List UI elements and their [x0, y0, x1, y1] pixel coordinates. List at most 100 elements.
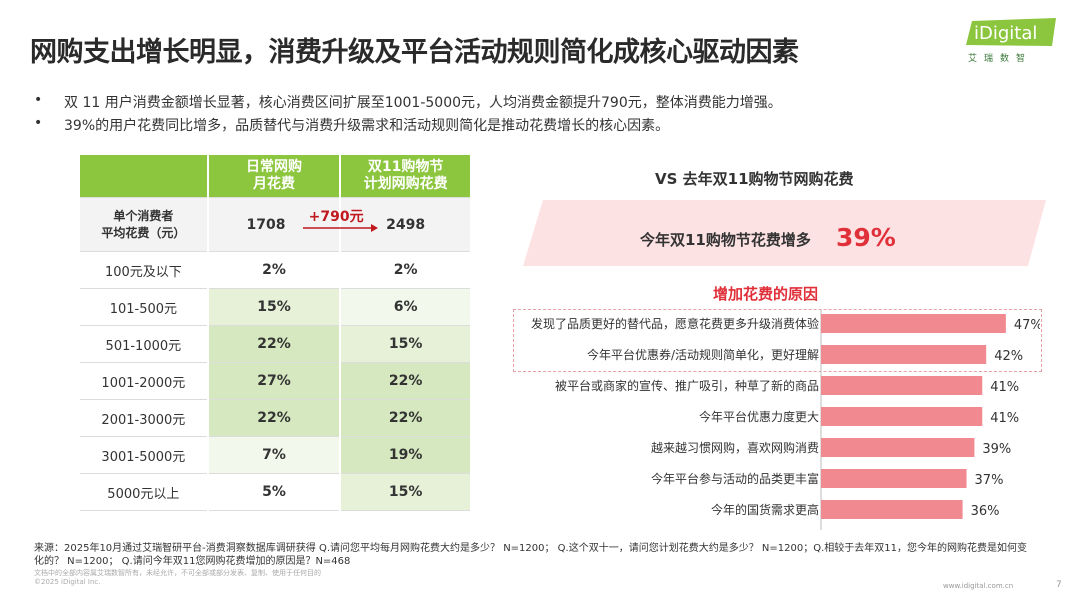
monthly-share: 22%: [208, 399, 340, 437]
table-row: 1001-2000元 27% 22%: [80, 362, 470, 400]
col-gap: [206, 436, 209, 474]
monthly-share: 22%: [208, 325, 340, 363]
double11-share: 22%: [341, 399, 470, 437]
copyright-text: ©2025 iDigital Inc.: [34, 578, 101, 586]
monthly-share: 15%: [208, 288, 340, 326]
col-gap: [339, 288, 342, 326]
header-monthly: 日常网购 月花费: [208, 155, 340, 198]
header-double11: 双11购物节 计划网购花费: [341, 155, 470, 198]
col-gap: [206, 251, 209, 289]
value-label: 41%: [990, 380, 1019, 395]
bar: [821, 469, 967, 488]
value-label: 37%: [975, 473, 1004, 488]
table-row: 2001-3000元 22% 22%: [80, 399, 470, 437]
table-row: 501-1000元 22% 15%: [80, 325, 470, 363]
reason-bar-chart: 发现了品质更好的替代品，愿意花费更多升级消费体验 47% 今年平台优惠券/活动规则简…: [531, 310, 1040, 530]
spending-table: 日常网购 月花费 双11购物节 计划网购花费 单个消费者 平均花费（元） 170…: [80, 155, 470, 511]
range-label: 501-1000元: [80, 325, 207, 363]
vs-title: VS 去年双11购物节网购花费: [655, 170, 854, 188]
double11-share: 15%: [341, 325, 470, 363]
bullet-text: 双 11 用户消费金额增长显著，核心消费区间扩展至1001-5000元，人均消费…: [64, 95, 782, 111]
table-row: 5000元以上 5% 15%: [80, 473, 470, 511]
value-label: 41%: [990, 411, 1019, 426]
header-monthly-line2: 月花费: [253, 176, 295, 192]
table-row: 101-500元 15% 6%: [80, 288, 470, 326]
monthly-share: 5%: [208, 473, 340, 511]
range-label: 3001-5000元: [80, 436, 207, 474]
bar: [821, 345, 987, 364]
bullet-text: 39%的用户花费同比增多，品质替代与消费升级需求和活动规则简化是推动花费增长的核…: [64, 118, 670, 134]
bullet-dot: •: [34, 115, 43, 131]
banner-shape: [523, 200, 1046, 266]
logo-badge-icon: iDigital: [966, 18, 1056, 46]
col-gap: [206, 362, 209, 400]
copyright-block: 文档中的全部内容属艾瑞数智所有，未经允许，不可全部或部分发表、复制、使用于任何目…: [34, 569, 321, 587]
delta-annotation: +790元: [301, 206, 381, 236]
svg-text:iDigital: iDigital: [974, 23, 1037, 44]
col-gap: [339, 362, 342, 400]
table-row: 100元及以下 2% 2%: [80, 251, 470, 289]
bar: [821, 376, 983, 395]
col-gap: [206, 399, 209, 437]
bar: [821, 438, 975, 457]
category-label: 被平台或商家的宣传、推广吸引，种草了新的商品: [555, 378, 819, 393]
avg-spend-row: 单个消费者 平均花费（元） 1708 +790元 2498: [80, 197, 470, 252]
monthly-share: 27%: [208, 362, 340, 400]
range-label: 2001-3000元: [80, 399, 207, 437]
col-gap: [339, 436, 342, 474]
category-label: 今年的国货需求更高: [711, 502, 819, 517]
logo-subtitle: 艾瑞数智: [968, 54, 1033, 64]
header-monthly-line1: 日常网购: [246, 159, 302, 175]
table-row: 3001-5000元 7% 19%: [80, 436, 470, 474]
banner-text: 今年双11购物节花费增多: [640, 231, 811, 249]
banner-percent: 39%: [836, 223, 896, 252]
reason-title: 增加花费的原因: [713, 285, 819, 303]
range-label: 1001-2000元: [80, 362, 207, 400]
header-double11-line2: 计划网购花费: [363, 176, 448, 192]
double11-share: 2%: [341, 251, 470, 289]
page-number: 7: [1056, 580, 1062, 590]
double11-share: 6%: [341, 288, 470, 326]
delta-arrow-icon: [302, 224, 378, 232]
monthly-share: 7%: [208, 436, 340, 474]
double11-share: 15%: [341, 473, 470, 511]
header-double11-line1: 双11购物节: [367, 159, 444, 175]
monthly-share: 2%: [208, 251, 340, 289]
range-label: 101-500元: [80, 288, 207, 326]
double11-share: 19%: [341, 436, 470, 474]
avg-double11-value: 2498: [341, 197, 470, 252]
col-gap: [339, 473, 342, 511]
avg-monthly-number: 1708: [246, 216, 286, 233]
avg-double11-number: 2498: [386, 216, 426, 233]
highlight-box: [513, 309, 1042, 372]
value-label: 42%: [994, 349, 1023, 364]
value-label: 39%: [982, 442, 1011, 457]
value-label: 47%: [1014, 318, 1040, 333]
source-note: 来源：2025年10月通过艾瑞智研平台-消费洞察数据库调研获得 Q.请问您平均每…: [34, 543, 1027, 567]
copyright-notice: 文档中的全部内容属艾瑞数智所有，未经允许，不可全部或部分发表、复制、使用于任何目…: [34, 569, 321, 577]
category-label: 今年平台优惠券/活动规则简单化，更好理解: [587, 347, 819, 362]
col-gap: [339, 251, 342, 289]
avg-monthly-value: 1708 +790元: [208, 197, 378, 252]
category-label: 越来越习惯网购，喜欢网购消费: [651, 440, 819, 455]
category-label: 发现了品质更好的替代品，愿意花费更多升级消费体验: [531, 316, 819, 331]
value-label: 36%: [971, 504, 1000, 519]
category-label: 今年平台参与活动的品类更丰富: [651, 471, 819, 486]
avg-label-line2: 平均花费（元）: [101, 225, 186, 240]
brand-logo: iDigital 艾瑞数智: [966, 18, 1056, 64]
site-url: www.idigital.com.cn: [943, 582, 1014, 590]
table-corner: [80, 155, 207, 198]
double11-share: 22%: [341, 362, 470, 400]
bar: [821, 314, 1006, 333]
bullet-dot: •: [34, 92, 43, 108]
range-label: 100元及以下: [80, 251, 207, 289]
delta-label: +790元: [308, 209, 364, 225]
page-title: 网购支出增长明显，消费升级及平台活动规则简化成核心驱动因素: [30, 37, 799, 68]
bar: [821, 407, 983, 426]
avg-spend-label: 单个消费者 平均花费（元）: [80, 197, 207, 252]
col-gap: [206, 288, 209, 326]
col-gap: [339, 399, 342, 437]
col-gap: [206, 325, 209, 363]
avg-label-line1: 单个消费者: [113, 208, 174, 223]
col-gap: [206, 473, 209, 511]
